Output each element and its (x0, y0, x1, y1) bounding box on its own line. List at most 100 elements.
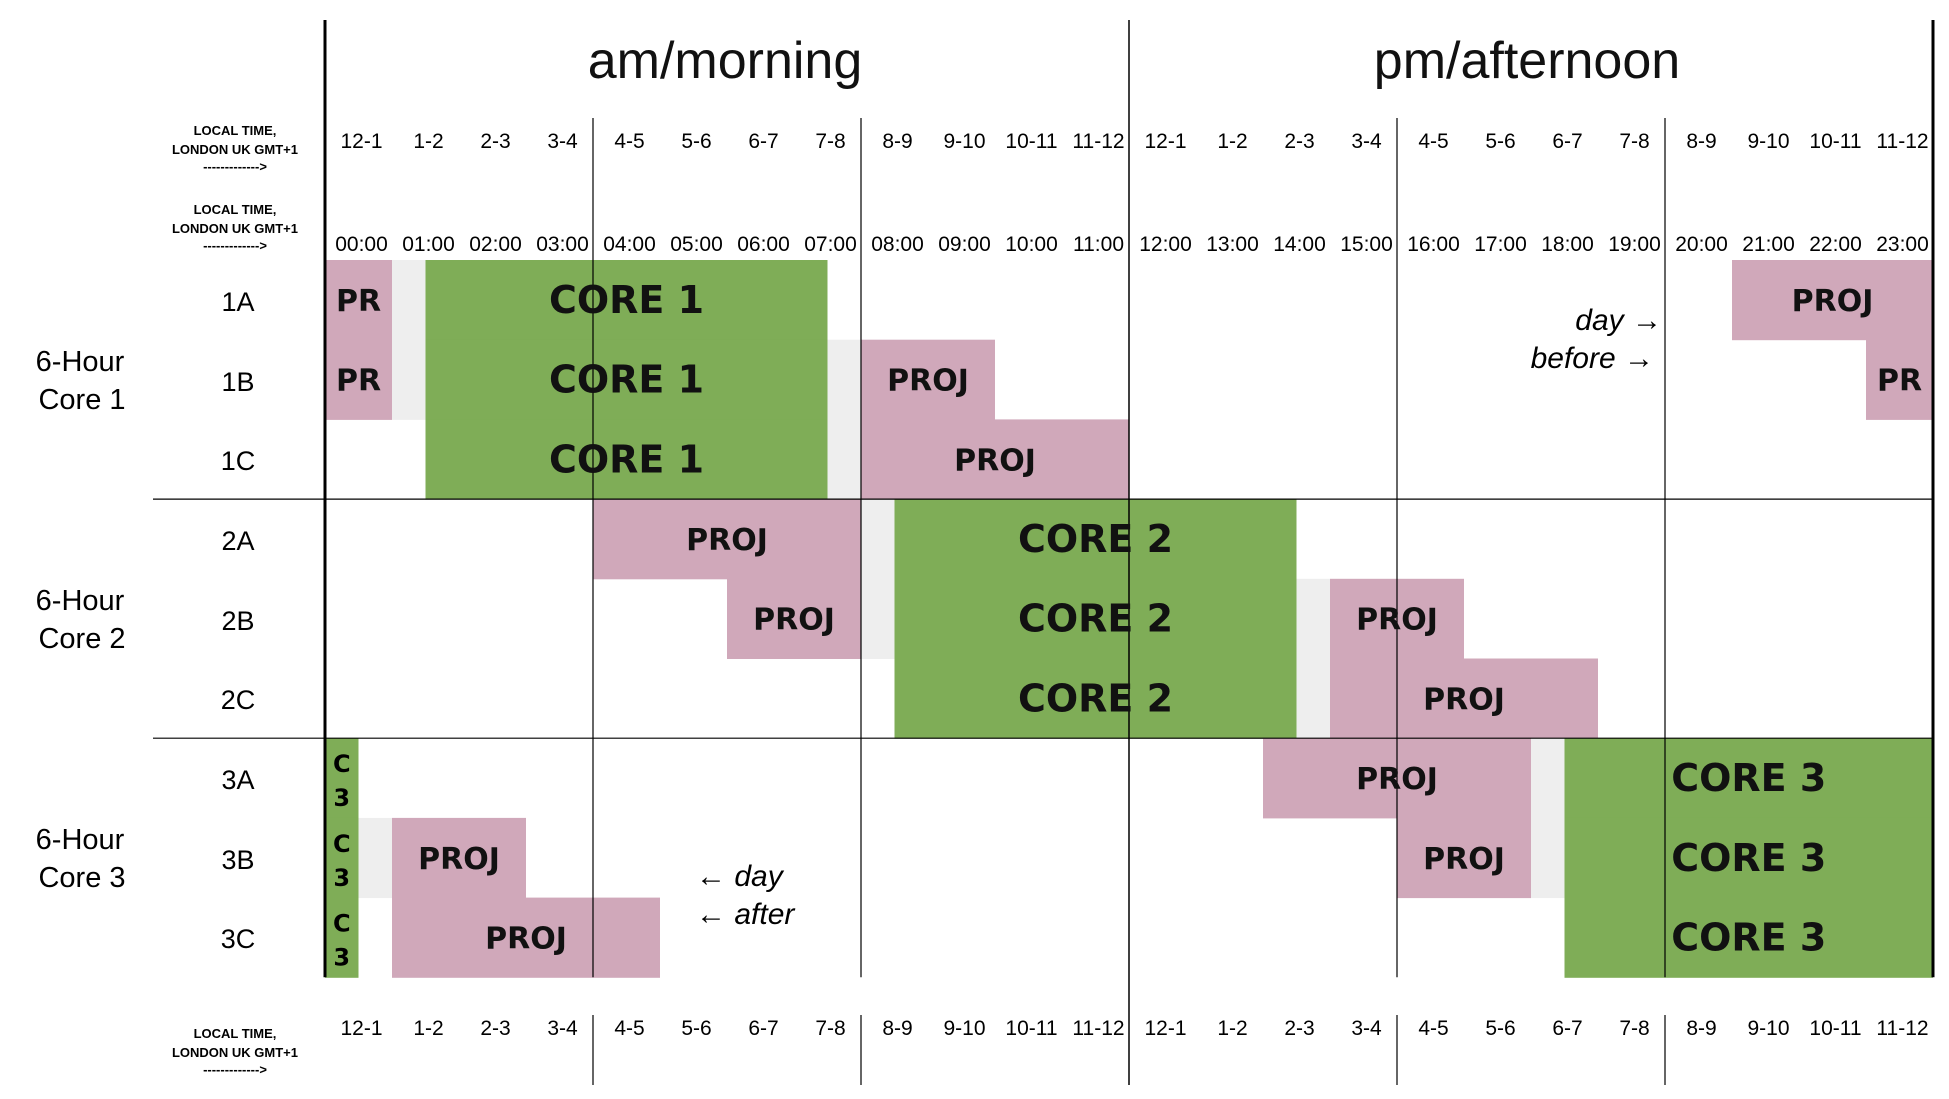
core-3-label-number: 3 (333, 943, 350, 971)
proj-block-label: PROJ (1792, 284, 1874, 319)
hour-range-bottom: 8-9 (1686, 1017, 1716, 1040)
proj-block (1866, 339, 1933, 420)
proj-block-label: PR (1877, 364, 1922, 399)
core-3-label-letter: C (333, 909, 351, 937)
local-time-label-top: LOCAL TIME, LONDON UK GMT+1 ------------… (172, 123, 298, 174)
hour-range-bottom: 1-2 (1217, 1017, 1247, 1040)
core-block (1564, 738, 1933, 819)
proj-block-label: PROJ (1423, 682, 1505, 717)
core-block (325, 817, 359, 899)
clock-time: 09:00 (938, 233, 991, 256)
proj-block-label: PROJ (686, 523, 768, 558)
hour-range-bottom: 10-11 (1005, 1017, 1057, 1040)
hour-range-bottom: 5-6 (681, 1017, 711, 1040)
gap-block (827, 339, 861, 420)
core-block (894, 578, 1297, 659)
day-before-note-line2: before → (1531, 342, 1654, 375)
gap-block (358, 817, 392, 899)
hour-range-top: 2-3 (480, 130, 510, 153)
hour-range-bottom: 3-4 (1351, 1017, 1382, 1040)
hour-range-bottom: 12-1 (340, 1017, 382, 1040)
local-time-label-line2: LONDON UK GMT+1 (172, 1045, 298, 1060)
clock-time: 10:00 (1005, 233, 1058, 256)
clock-time: 13:00 (1206, 233, 1259, 256)
core-block (425, 260, 828, 341)
hour-range-top: 5-6 (1485, 130, 1515, 153)
proj-block (325, 260, 392, 341)
group-label-line2: Core 2 (38, 623, 125, 655)
group-label-line1: 6-Hour (36, 824, 125, 856)
hour-range-top: 11-12 (1072, 130, 1124, 153)
proj-block (861, 419, 1129, 500)
core-block-label: CORE 2 (1018, 676, 1173, 720)
clock-time: 03:00 (536, 233, 589, 256)
core-block (325, 738, 359, 819)
clock-time: 12:00 (1139, 233, 1192, 256)
pm-header: pm/afternoon (1374, 32, 1680, 90)
core-block (894, 658, 1297, 739)
hour-range-top: 10-11 (1005, 130, 1057, 153)
hour-range-bottom: 8-9 (882, 1017, 912, 1040)
core-block-label: CORE 3 (1671, 836, 1826, 880)
proj-block (593, 499, 861, 580)
local-time-label-arrow: -------------> (203, 159, 267, 174)
hour-range-top: 2-3 (1284, 130, 1314, 153)
proj-block (325, 339, 392, 420)
clock-time: 05:00 (670, 233, 723, 256)
core-block (1564, 897, 1933, 978)
clock-time: 18:00 (1541, 233, 1594, 256)
hour-range-top: 6-7 (1552, 130, 1582, 153)
core-block (325, 897, 359, 978)
hour-range-top: 1-2 (413, 130, 443, 153)
proj-block (1732, 260, 1933, 341)
hour-range-top: 3-4 (1351, 130, 1382, 153)
hour-range-bottom: 7-8 (815, 1017, 845, 1040)
hour-range-bottom: 9-10 (943, 1017, 985, 1040)
hour-range-bottom: 2-3 (1284, 1017, 1314, 1040)
proj-block-label: PROJ (954, 443, 1036, 478)
hour-range-top: 9-10 (1747, 130, 1789, 153)
hour-range-top: 8-9 (882, 130, 912, 153)
clock-time: 02:00 (469, 233, 522, 256)
proj-block-label: PROJ (418, 842, 500, 877)
gap-block (861, 578, 895, 659)
proj-block (1330, 658, 1598, 739)
hour-range-bottom: 5-6 (1485, 1017, 1515, 1040)
hour-range-bottom: 4-5 (1418, 1017, 1448, 1040)
local-time-label-line1: LOCAL TIME, (194, 202, 277, 217)
local-time-label-line1: LOCAL TIME, (194, 1026, 277, 1041)
gap-block (1531, 817, 1565, 899)
core-block-label: CORE 3 (1671, 915, 1826, 959)
hour-range-bottom: 11-12 (1876, 1017, 1928, 1040)
hour-range-top: 11-12 (1876, 130, 1928, 153)
time-headers: 12-1 12-1 1-2 1-2 2-3 2-3 3-4 3-4 4-5 4-5 5-6 5-6 6-… (335, 130, 1929, 1040)
clock-time: 22:00 (1809, 233, 1862, 256)
am-header: am/morning (588, 32, 863, 90)
clock-time: 19:00 (1608, 233, 1661, 256)
gap-block (1296, 658, 1330, 739)
clock-time: 04:00 (603, 233, 656, 256)
proj-block (392, 897, 660, 978)
group-label-core-3: 6-Hour Core 3 (36, 824, 126, 894)
core-3-label-number: 3 (333, 784, 350, 812)
schedule-blocks (325, 260, 1933, 978)
core-block-label: CORE 2 (1018, 517, 1173, 561)
group-label-line1: 6-Hour (36, 585, 125, 617)
hour-range-top: 4-5 (614, 130, 644, 153)
block-labels: PR CORE 1 PROJ PR CORE 1 PROJ PR CORE 1 PROJ PROJ… (333, 278, 1922, 972)
clock-time: 08:00 (871, 233, 924, 256)
proj-block-label: PROJ (1356, 762, 1438, 797)
core-block-label: CORE 1 (549, 278, 704, 322)
hour-range-bottom: 1-2 (413, 1017, 443, 1040)
proj-block-label: PROJ (1423, 842, 1505, 877)
hour-range-bottom: 6-7 (748, 1017, 778, 1040)
row-code-2a: 2A (221, 526, 254, 556)
hour-range-top: 1-2 (1217, 130, 1247, 153)
proj-block-label: PROJ (753, 603, 835, 638)
local-time-label-arrow: -------------> (203, 1062, 267, 1077)
hour-range-top: 5-6 (681, 130, 711, 153)
hour-range-top: 4-5 (1418, 130, 1448, 153)
proj-block-label: PR (336, 364, 381, 399)
clock-time: 21:00 (1742, 233, 1795, 256)
core-block-label: CORE 1 (549, 437, 704, 481)
